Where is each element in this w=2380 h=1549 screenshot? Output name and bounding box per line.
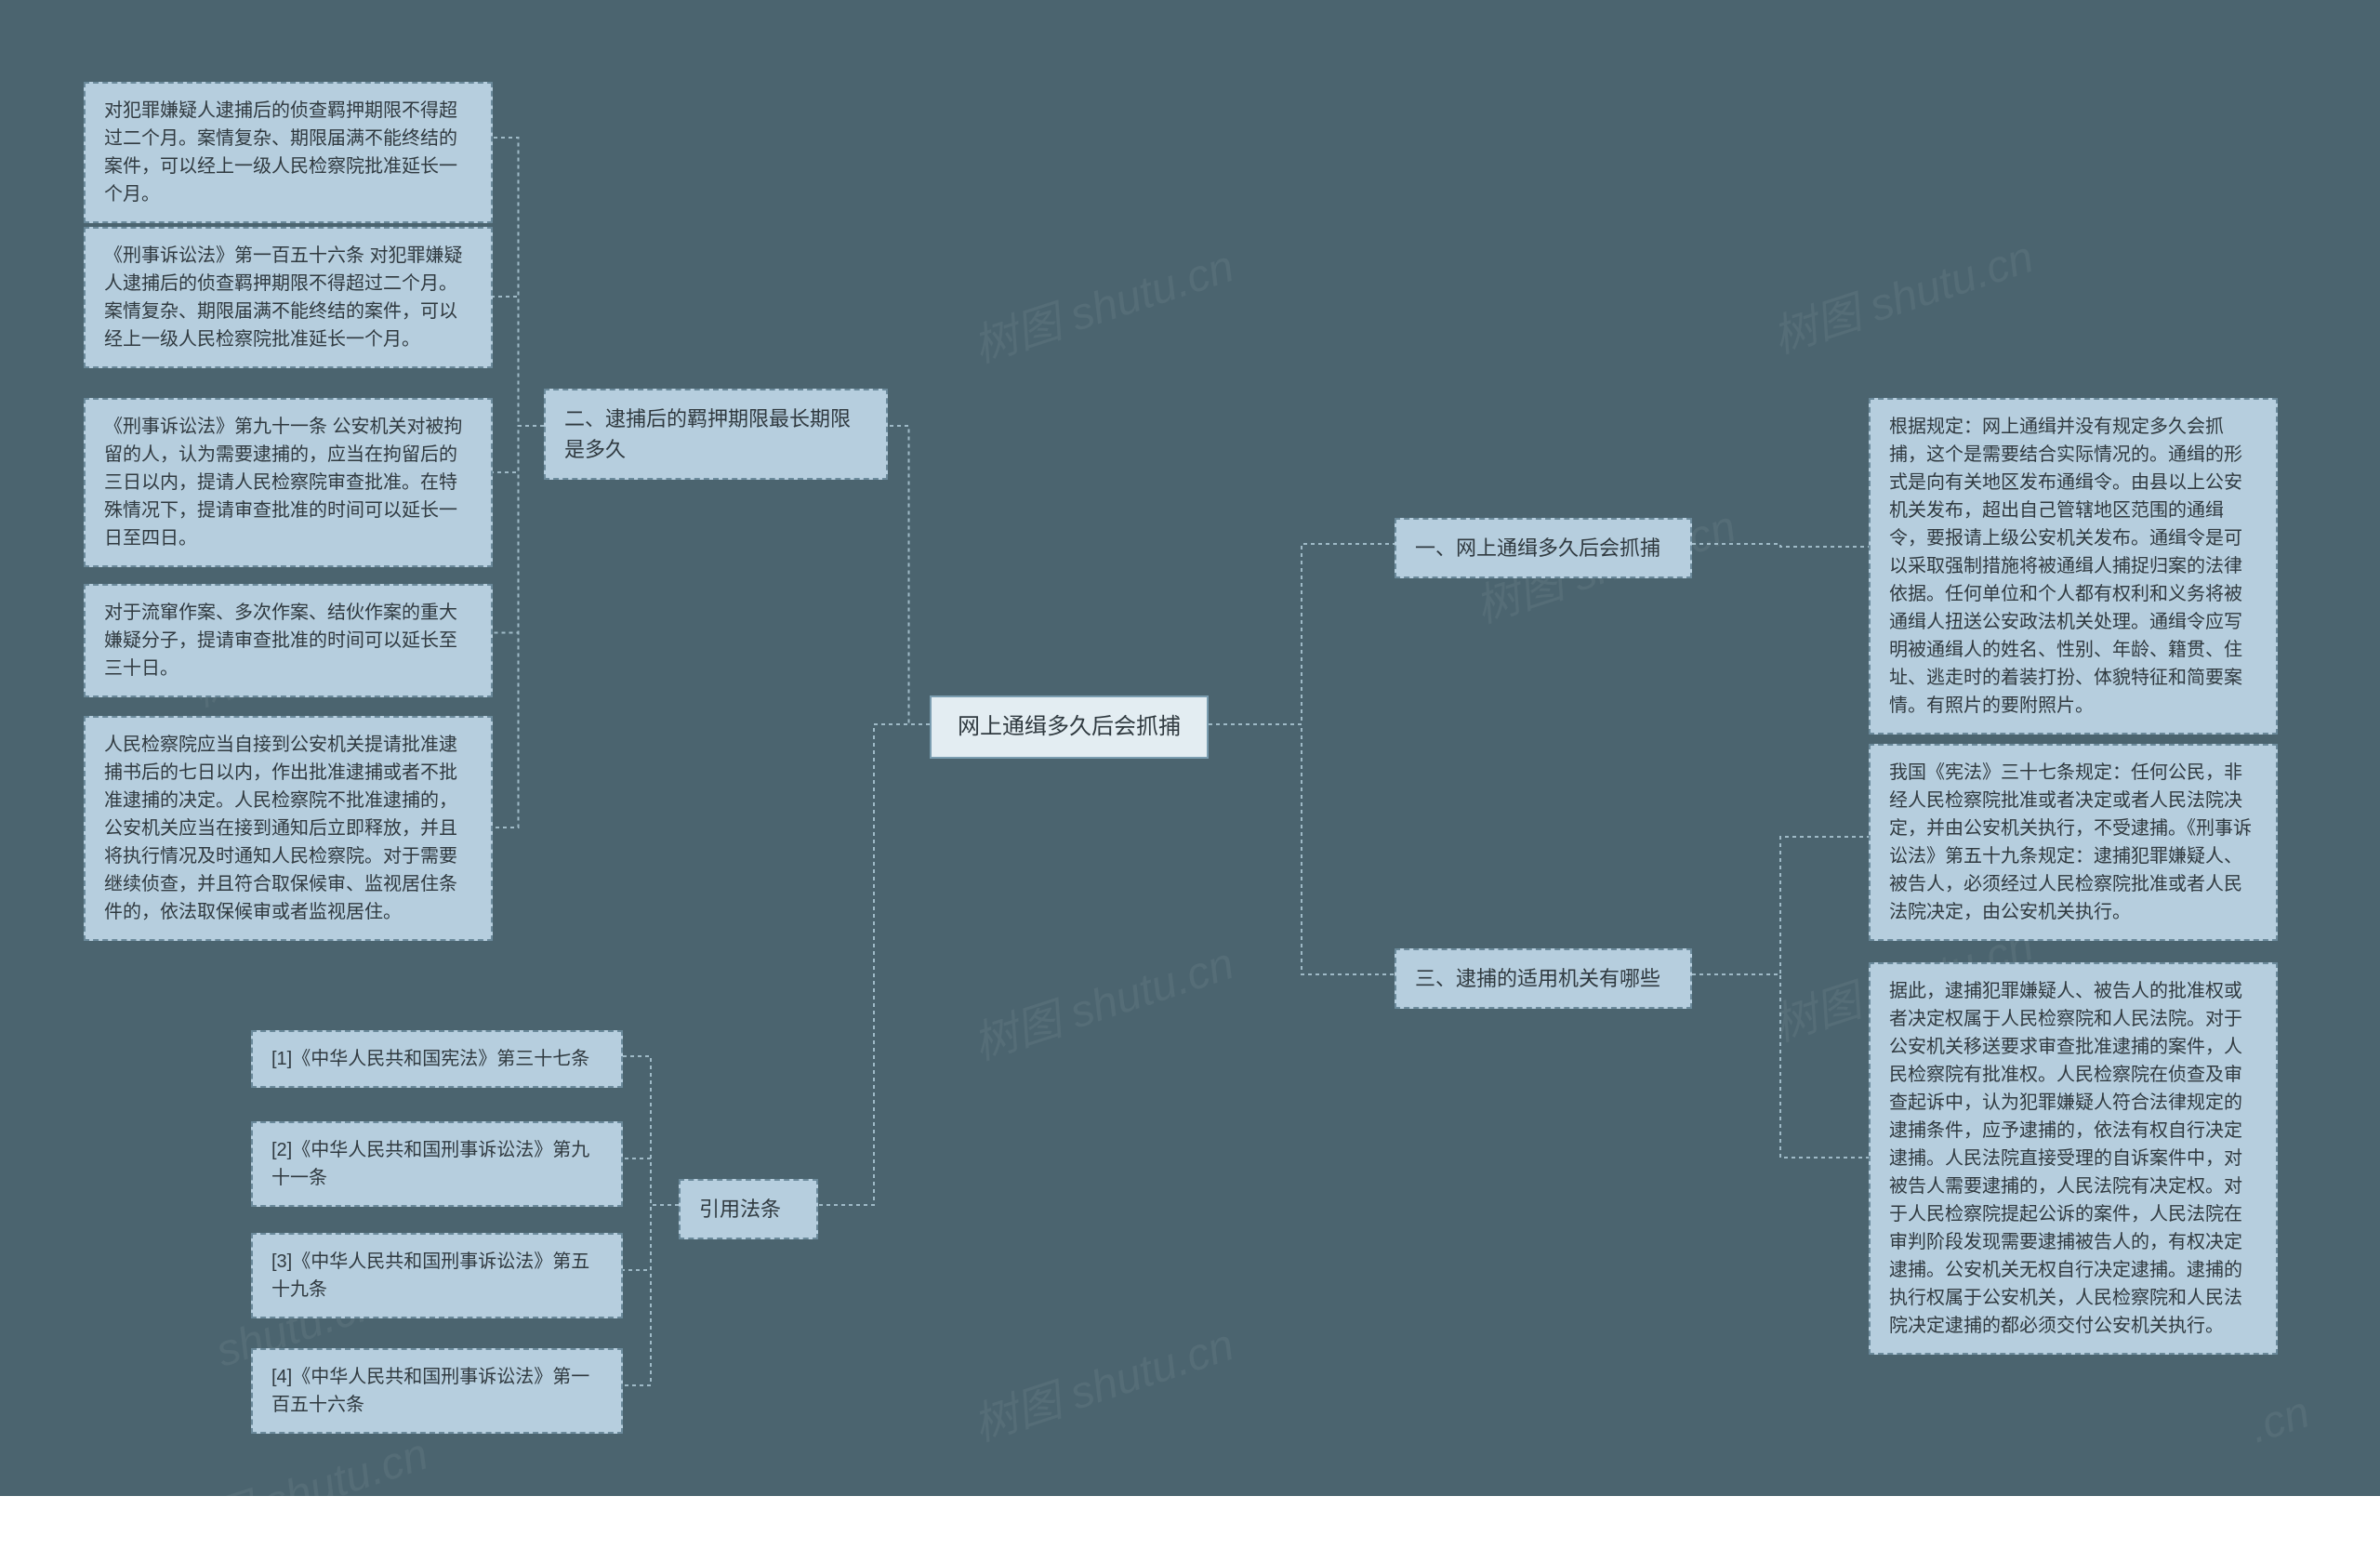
left-leaf-1-2: [3]《中华人民共和国刑事诉讼法》第五十九条	[251, 1233, 623, 1318]
right-branch-0: 一、网上通缉多久后会抓捕	[1395, 518, 1692, 578]
left-branch-1: 引用法条	[679, 1179, 818, 1239]
watermark: 树图 shutu.cn	[963, 230, 1240, 375]
root-node: 网上通缉多久后会抓捕	[930, 695, 1209, 759]
right-leaf-1-0: 我国《宪法》三十七条规定：任何公民，非经人民检察院批准或者决定或者人民法院决定，…	[1869, 744, 2278, 941]
left-branch-0: 二、逮捕后的羁押期限最长期限是多久	[544, 389, 888, 480]
left-leaf-1-3: [4]《中华人民共和国刑事诉讼法》第一百五十六条	[251, 1348, 623, 1434]
mindmap-canvas: 树图 shutu.cn 树图 shutu.cn 树图 shutu.cn 树图 shut…	[0, 0, 2380, 1496]
right-branch-1: 三、逮捕的适用机关有哪些	[1395, 948, 1692, 1009]
left-leaf-0-2: 《刑事诉讼法》第九十一条 公安机关对被拘留的人，认为需要逮捕的，应当在拘留后的三…	[84, 398, 493, 567]
watermark: .cn	[2243, 1386, 2316, 1453]
watermark: 树图 shutu.cn	[963, 1308, 1240, 1453]
watermark: 树图 shutu.cn	[963, 927, 1240, 1072]
left-leaf-0-1: 《刑事诉讼法》第一百五十六条 对犯罪嫌疑人逮捕后的侦查羁押期限不得超过二个月。案…	[84, 227, 493, 368]
watermark: 树图 shutu.cn	[1763, 220, 2040, 365]
left-leaf-1-0: [1]《中华人民共和国宪法》第三十七条	[251, 1030, 623, 1088]
left-leaf-1-1: [2]《中华人民共和国刑事诉讼法》第九十一条	[251, 1121, 623, 1207]
right-leaf-1-1: 据此，逮捕犯罪嫌疑人、被告人的批准权或者决定权属于人民检察院和人民法院。对于公安…	[1869, 962, 2278, 1355]
left-leaf-0-4: 人民检察院应当自接到公安机关提请批准逮捕书后的七日以内，作出批准逮捕或者不批准逮…	[84, 716, 493, 941]
left-leaf-0-3: 对于流窜作案、多次作案、结伙作案的重大嫌疑分子，提请审查批准的时间可以延长至三十…	[84, 584, 493, 697]
left-leaf-0-0: 对犯罪嫌疑人逮捕后的侦查羁押期限不得超过二个月。案情复杂、期限届满不能终结的案件…	[84, 82, 493, 223]
right-leaf-0-0: 根据规定：网上通缉并没有规定多久会抓捕，这个是需要结合实际情况的。通缉的形式是向…	[1869, 398, 2278, 735]
watermark: 图 shutu.cn	[200, 1417, 435, 1549]
